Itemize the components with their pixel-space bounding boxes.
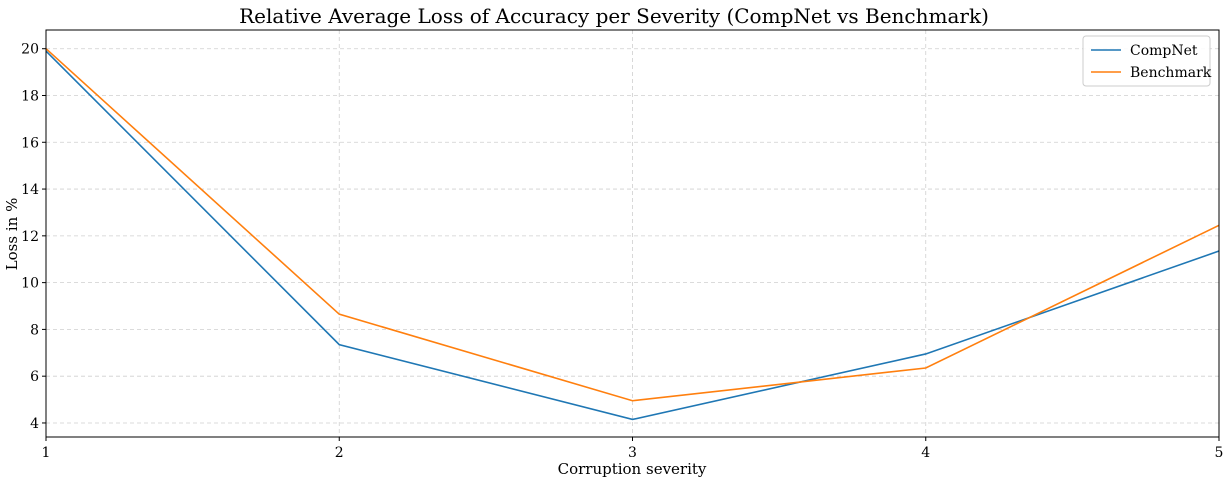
- legend: CompNet Benchmark: [1083, 36, 1212, 86]
- y-axis-label: Loss in %: [3, 198, 21, 271]
- grid: [46, 30, 1219, 437]
- y-tick-label: 4: [30, 416, 39, 432]
- x-tick-label: 1: [42, 445, 51, 461]
- y-tick-label: 10: [21, 276, 39, 292]
- x-axis-ticks: 1 2 3 4 5: [42, 437, 1224, 461]
- legend-label-compnet: CompNet: [1130, 43, 1198, 59]
- x-tick-label: 3: [628, 445, 637, 461]
- legend-label-benchmark: Benchmark: [1130, 65, 1212, 81]
- y-tick-label: 8: [30, 322, 39, 338]
- y-tick-label: 16: [21, 135, 39, 151]
- y-tick-label: 14: [21, 182, 39, 198]
- y-tick-label: 18: [21, 88, 39, 104]
- x-tick-label: 2: [335, 445, 344, 461]
- x-tick-label: 5: [1215, 445, 1224, 461]
- x-axis-label: Corruption severity: [558, 460, 707, 478]
- x-tick-label: 4: [921, 445, 930, 461]
- chart-title: Relative Average Loss of Accuracy per Se…: [239, 4, 989, 28]
- y-tick-label: 6: [30, 369, 39, 385]
- y-axis-ticks: 4 6 8 10 12 14 16 18 20: [21, 42, 46, 432]
- y-tick-label: 12: [21, 229, 39, 245]
- y-tick-label: 20: [21, 42, 39, 58]
